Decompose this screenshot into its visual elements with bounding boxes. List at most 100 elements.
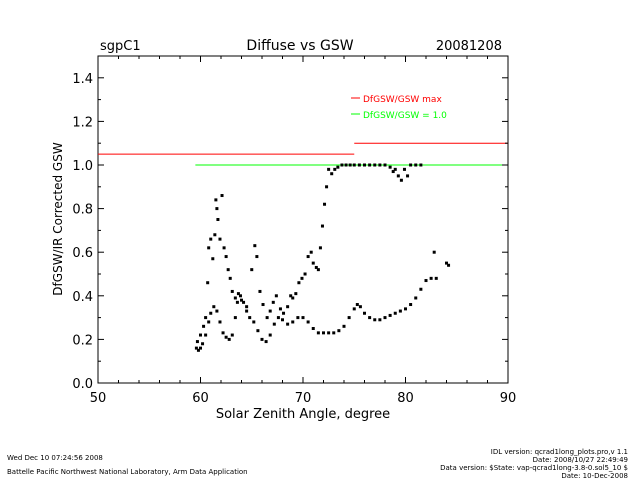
data-point-s1-40	[303, 272, 307, 276]
data-point-s1-60	[368, 163, 372, 167]
y-tick-label-1: 0.2	[72, 333, 93, 348]
data-point-s0-12	[227, 337, 231, 341]
data-point-s0-14	[233, 316, 237, 320]
data-point-s1-18	[230, 289, 234, 293]
data-point-s1-37	[294, 292, 298, 296]
data-point-s1-70	[406, 174, 410, 178]
data-point-s0-41	[352, 307, 356, 311]
legend-one-label: DfGSW/GSW = 1.0	[363, 111, 447, 121]
data-point-s0-47	[378, 318, 382, 322]
data-point-s1-9	[214, 198, 218, 202]
data-point-s0-30	[296, 316, 300, 320]
legend-max-label: DfGSW/GSW max	[363, 95, 442, 105]
data-point-s1-74	[432, 250, 436, 254]
data-point-s1-47	[320, 224, 324, 228]
data-point-s1-26	[258, 289, 262, 293]
data-point-s0-11	[224, 335, 228, 339]
data-point-s0-18	[245, 309, 249, 313]
data-point-s1-22	[245, 305, 249, 309]
data-point-s0-55	[419, 287, 423, 291]
data-point-s0-3	[201, 342, 205, 346]
data-point-s0-28	[286, 322, 290, 326]
data-point-s0-5	[207, 320, 211, 324]
data-point-s1-17	[228, 276, 232, 280]
data-point-s0-31	[301, 316, 305, 320]
x-tick-label-50: 50	[90, 391, 107, 406]
data-point-s0-36	[327, 331, 331, 335]
data-point-s1-42	[309, 250, 313, 254]
data-point-s1-48	[323, 202, 327, 206]
data-point-s1-57	[352, 163, 356, 167]
data-point-s0-4	[204, 333, 208, 337]
data-point-s0-15	[235, 300, 239, 304]
data-point-s1-55	[344, 163, 348, 167]
data-point-s1-45	[316, 268, 320, 272]
data-point-s1-23	[250, 268, 254, 272]
data-point-s1-14	[222, 246, 226, 250]
data-point-s0-58	[434, 276, 438, 280]
data-point-s1-6	[209, 237, 213, 241]
y-tick-label-5: 1.0	[72, 159, 93, 174]
data-point-s1-41	[306, 255, 310, 259]
data-point-s1-24	[253, 244, 257, 248]
data-point-s0-44	[363, 311, 366, 315]
data-point-s0-45	[368, 316, 372, 320]
data-point-s1-11	[216, 218, 220, 221]
x-tick-label-80: 80	[397, 391, 414, 406]
data-point-s1-36	[291, 296, 295, 300]
data-point-s0-6	[209, 311, 213, 315]
data-point-s1-12	[218, 237, 222, 241]
y-axis-label: DfGSW/IR Corrected GSW	[51, 142, 65, 296]
data-point-s0-8	[215, 309, 219, 313]
data-point-s0-29	[291, 320, 295, 324]
data-point-s1-71	[409, 163, 413, 167]
data-point-s1-27	[261, 303, 265, 307]
data-point-s0-52	[404, 307, 407, 311]
data-point-s0-25	[272, 322, 276, 326]
footer-data-version: Data version: $State: vap-qcrad1long-3.8…	[440, 464, 628, 472]
data-point-s0-1	[196, 348, 200, 352]
data-point-s0-20	[252, 320, 256, 324]
scatter-points	[194, 163, 451, 352]
data-point-s1-4	[206, 281, 210, 285]
y-tick-label-2: 0.4	[72, 290, 93, 305]
footer-timestamp: Wed Dec 10 07:24:56 2008	[7, 454, 103, 462]
data-point-s1-69	[402, 167, 406, 171]
x-tick-label-70: 70	[295, 391, 312, 406]
data-point-s1-62	[378, 163, 382, 167]
data-point-s0-21	[256, 329, 260, 333]
data-point-s1-52	[333, 167, 337, 171]
data-point-s1-38	[297, 281, 301, 285]
data-point-s1-5	[207, 246, 211, 250]
data-point-s1-43	[311, 261, 315, 265]
data-point-s1-65	[391, 170, 395, 174]
data-point-s1-20	[236, 292, 240, 296]
data-point-s1-76	[447, 263, 451, 267]
data-point-s1-30	[271, 300, 275, 304]
data-point-s1-16	[226, 268, 230, 272]
data-point-s1-32	[278, 307, 282, 311]
data-point-s0-32	[306, 320, 310, 324]
data-point-s0-56	[424, 279, 428, 283]
data-point-s1-7	[211, 257, 215, 261]
data-point-s1-29	[268, 309, 272, 313]
data-point-s0-22	[260, 337, 264, 341]
data-point-s0-37	[332, 331, 336, 335]
y-tick-label-6: 1.2	[72, 115, 93, 130]
data-point-s1-21	[240, 298, 243, 302]
footer-idl-date: Date: 2008/10/27 22:49:49	[532, 456, 628, 464]
data-point-s1-72	[414, 163, 418, 167]
data-point-s1-1	[199, 333, 202, 337]
data-point-s1-73	[419, 163, 423, 167]
x-tick-label-60: 60	[192, 391, 209, 406]
data-point-s0-40	[347, 316, 351, 320]
y-tick-label-3: 0.6	[72, 246, 93, 261]
data-point-s0-54	[414, 296, 418, 300]
x-tick-label-90: 90	[500, 391, 517, 406]
plot-frame	[97, 55, 509, 384]
data-point-s0-43	[358, 305, 362, 309]
data-point-s0-24	[268, 333, 272, 337]
data-point-s0-50	[393, 311, 397, 315]
data-point-s0-13	[230, 333, 234, 337]
